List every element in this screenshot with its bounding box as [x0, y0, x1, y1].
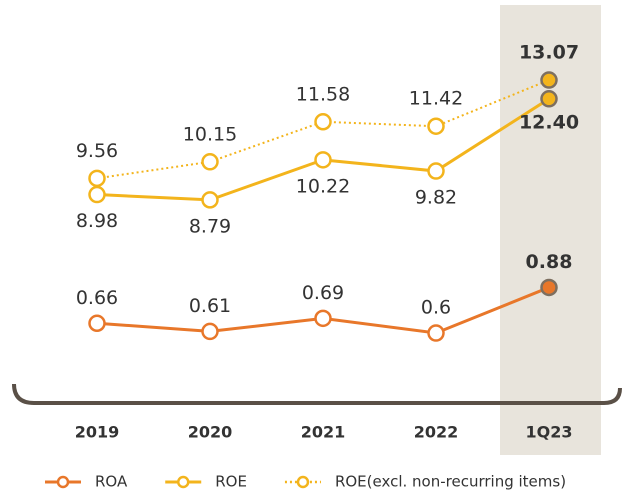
point [314, 113, 332, 131]
legend-marker [176, 475, 190, 489]
legend-marker [296, 475, 310, 489]
point [540, 278, 558, 297]
data-label: 8.79 [189, 215, 231, 237]
data-label: 13.07 [519, 42, 579, 64]
x-tick-label: 2022 [414, 423, 459, 442]
data-label: 8.98 [76, 210, 118, 232]
legend-marker [56, 475, 70, 489]
data-label: 0.66 [76, 287, 118, 309]
x-tick-label: 2021 [301, 423, 346, 442]
point [201, 322, 219, 341]
legend-label: ROA [95, 473, 128, 491]
data-label: 11.58 [296, 83, 350, 105]
point [427, 324, 445, 342]
x-tick-label: 2020 [188, 423, 233, 442]
data-label: 9.82 [415, 187, 457, 209]
point [540, 90, 558, 108]
data-label: 11.42 [409, 88, 463, 110]
x-tick-label: 2019 [75, 423, 120, 442]
point [201, 153, 219, 171]
legend-label: ROE [215, 473, 247, 491]
x-tick-label: 1Q23 [526, 423, 573, 442]
data-label: 0.88 [526, 251, 573, 273]
legend-label: ROE(excl. non-recurring items) [335, 473, 566, 491]
point [427, 117, 445, 135]
point [201, 191, 219, 209]
data-label: 0.6 [421, 297, 451, 319]
data-label: 0.69 [302, 282, 344, 304]
point [314, 309, 332, 328]
point [540, 71, 558, 89]
point [88, 169, 106, 188]
point [314, 151, 332, 169]
point [88, 314, 106, 333]
line [96, 79, 550, 180]
point [88, 185, 106, 204]
baseline-bracket [12, 383, 622, 405]
data-label: 12.40 [519, 111, 579, 133]
point [427, 162, 445, 180]
data-label: 10.15 [183, 123, 237, 145]
data-label: 9.56 [76, 140, 118, 162]
data-label: 0.61 [189, 295, 231, 317]
data-label: 10.22 [296, 175, 350, 197]
